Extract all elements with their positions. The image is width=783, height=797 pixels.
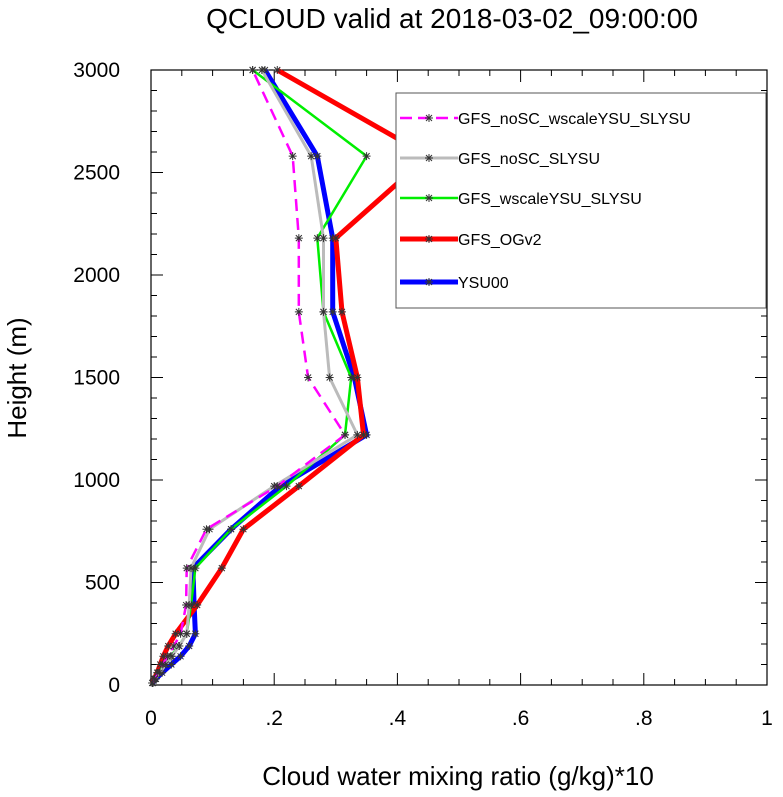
data-point-marker (304, 373, 313, 382)
data-point-marker (202, 525, 211, 534)
data-point-marker (353, 373, 362, 382)
data-point-marker (325, 373, 334, 382)
data-point-marker (163, 652, 172, 661)
legend-item-gfs-ogv2: GFS_OGv2 (400, 232, 542, 249)
data-point-marker (273, 66, 282, 74)
data-point-marker (328, 307, 337, 316)
data-point-marker (169, 642, 178, 651)
legend-label: GFS_OGv2 (458, 232, 542, 249)
data-point-marker (282, 482, 291, 491)
x-tick-label: .8 (635, 707, 653, 730)
x-tick-label: 0 (145, 707, 157, 730)
series-gfs-nosc-slysu (148, 66, 362, 687)
y-axis-label: Height (m) (2, 317, 32, 438)
data-point-marker (273, 482, 282, 491)
legend-item-gfs-nosc-slysu: GFS_noSC_SLYSU (400, 151, 600, 168)
legend-label: GFS_noSC_SLYSU (458, 151, 600, 168)
y-tick-label: 1500 (73, 367, 120, 390)
data-point-marker (425, 194, 433, 202)
data-point-marker (182, 601, 191, 610)
data-point-marker (425, 114, 433, 122)
data-point-marker (167, 660, 176, 669)
series-gfs-wscaleysu-slysu (148, 66, 371, 687)
data-point-marker (185, 642, 194, 651)
data-point-marker (193, 601, 202, 610)
x-tick-label: .2 (265, 707, 283, 730)
legend-label: YSU00 (458, 275, 509, 292)
series-line-gfs-wscaleysu-slysu (151, 69, 369, 684)
y-tick-label: 0 (108, 674, 120, 697)
data-point-marker (182, 629, 191, 638)
data-point-marker (319, 234, 328, 243)
x-axis-label: Cloud water mixing ratio (g/kg)*10 (262, 761, 654, 791)
legend-item-ysu00: YSU00 (400, 275, 509, 292)
data-point-marker (341, 430, 350, 439)
plot-area: 0 .2 .4 .6 .8 1 0 500 1000 1500 2000 2500 3000 (73, 59, 773, 730)
data-point-marker (239, 525, 248, 534)
data-point-marker (164, 642, 173, 651)
series-ysu00 (148, 66, 371, 687)
y-tick-label: 3000 (73, 59, 120, 82)
chart-title: QCLOUD valid at 2018-03-02_09:00:00 (206, 3, 698, 34)
y-tick-label: 1000 (73, 469, 120, 492)
x-tick-label: .4 (389, 707, 407, 730)
data-point-marker (150, 674, 159, 683)
data-point-marker (288, 152, 297, 161)
data-point-marker (331, 234, 340, 243)
series-gfs-nosc-wscaleysu-slysu (148, 66, 350, 687)
data-point-marker (175, 642, 184, 651)
data-point-marker (337, 307, 346, 316)
legend-label: GFS_wscaleYSU_SLYSU (458, 191, 642, 208)
x-tick-label: 1 (761, 707, 773, 730)
data-point-marker (347, 373, 356, 382)
data-point-marker (362, 152, 371, 161)
legend-item-gfs-wscaleysu-slysu: GFS_wscaleYSU_SLYSU (400, 191, 642, 208)
data-point-marker (191, 629, 200, 638)
data-point-marker (313, 152, 322, 161)
data-point-marker (294, 234, 303, 243)
data-point-marker (187, 564, 196, 573)
data-point-marker (158, 660, 167, 669)
y-tick-label: 2500 (73, 162, 120, 185)
series-line-gfs-nosc-slysu (151, 69, 360, 684)
y-tick-label: 2000 (73, 264, 120, 287)
data-point-marker (191, 564, 200, 573)
data-point-marker (307, 152, 316, 161)
data-point-marker (425, 235, 433, 243)
data-point-marker (359, 430, 368, 439)
data-point-marker (294, 482, 303, 491)
data-point-marker (176, 652, 185, 661)
data-point-marker (159, 652, 168, 661)
data-point-marker (182, 564, 191, 573)
data-point-marker (217, 564, 226, 573)
x-tick-label: .6 (512, 707, 530, 730)
data-point-marker (313, 234, 322, 243)
legend: GFS_noSC_wscaleYSU_SLYSU GFS_noSC_SLYSU GF… (395, 92, 767, 309)
legend-label: GFS_noSC_wscaleYSU_SLYSU (458, 111, 691, 128)
legend-box (395, 92, 767, 309)
data-point-marker (148, 678, 157, 687)
data-point-marker (353, 430, 362, 439)
data-point-marker (248, 66, 257, 74)
data-point-marker (167, 652, 176, 661)
data-point-marker (425, 278, 433, 286)
data-point-marker (227, 525, 236, 534)
data-point-marker (171, 629, 180, 638)
series-line-ysu00 (150, 68, 370, 685)
y-tick-label: 500 (85, 572, 120, 595)
data-point-marker (176, 629, 185, 638)
data-point-marker (153, 668, 162, 677)
data-point-marker (257, 66, 266, 74)
data-point-marker (319, 307, 328, 316)
legend-item-gfs-nosc-wscaleysu-slysu: GFS_noSC_wscaleYSU_SLYSU (400, 111, 691, 128)
data-point-marker (425, 154, 433, 162)
data-point-marker (294, 307, 303, 316)
